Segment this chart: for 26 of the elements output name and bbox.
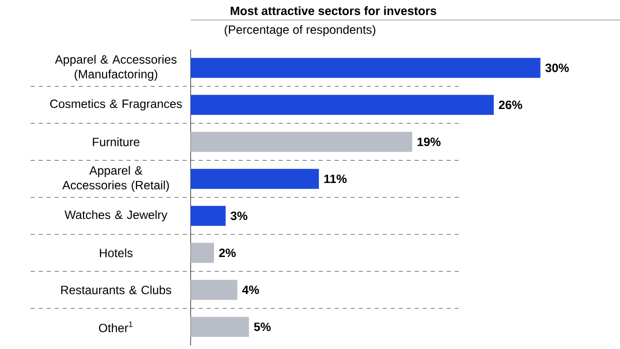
y-tick-label: Furniture <box>92 137 140 146</box>
data-label: 4% <box>242 285 260 294</box>
chart-subtitle: (Percentage of respondents) <box>224 24 376 36</box>
data-label: 26% <box>498 100 522 109</box>
bar <box>190 206 226 226</box>
data-label: 19% <box>418 137 441 146</box>
data-label: 2% <box>219 248 236 257</box>
y-tick-label: Restaurants & Clubs <box>61 285 172 294</box>
data-label: 3% <box>230 211 248 220</box>
bar <box>190 94 494 115</box>
bar <box>190 132 412 152</box>
y-tick-label: Apparel & Accessories (Retail) <box>62 166 169 192</box>
data-label: 11% <box>324 174 347 183</box>
y-tick-label: Hotels <box>100 248 133 258</box>
y-tick-label: Watches & Jewelry <box>64 210 168 222</box>
bar <box>190 242 214 263</box>
bar <box>190 58 540 78</box>
y-tick-label: Cosmetics & Fragrances <box>50 99 182 110</box>
y-tick-label: Other$^{1}$ <box>98 321 132 332</box>
bar <box>190 168 319 189</box>
bar <box>190 316 249 337</box>
y-tick-label: Apparel & Accessories (Manufactoring) <box>54 54 177 81</box>
bar <box>190 280 238 300</box>
data-label: 30% <box>545 63 569 72</box>
chart-title: Most attractive sectors for investors <box>230 6 436 15</box>
data-label: 5% <box>254 322 271 331</box>
